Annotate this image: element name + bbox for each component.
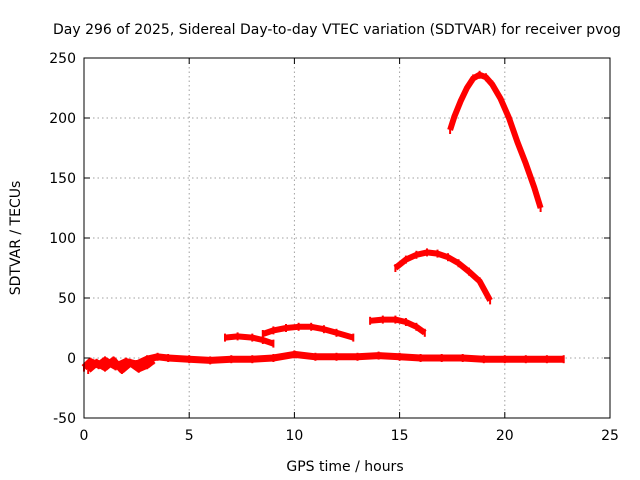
x-tick-label: 0 (80, 428, 89, 444)
x-tick-label: 15 (391, 428, 409, 444)
y-tick-label: 0 (67, 351, 76, 367)
grid (84, 58, 610, 418)
plot-frame (83, 57, 611, 419)
series-arc-2 (261, 323, 355, 341)
series-arc-1 (224, 333, 275, 347)
y-axis-title: SDTVAR / TECUs (8, 181, 24, 296)
x-tick-label: 5 (185, 428, 194, 444)
y-tick-label: 100 (49, 231, 76, 247)
y-tick-label: 200 (49, 111, 76, 127)
x-axis-title: GPS time / hours (286, 459, 403, 475)
y-tick-label: 50 (58, 291, 76, 307)
x-tick-label: 20 (496, 428, 514, 444)
chart-title: Day 296 of 2025, Sidereal Day-to-day VTE… (53, 22, 621, 38)
x-tick-label: 10 (285, 428, 303, 444)
y-tick-label: 150 (49, 171, 76, 187)
data-series (81, 70, 565, 374)
series-arc-3 (369, 316, 427, 336)
series-baseline (81, 350, 564, 371)
y-tick-label: 250 (49, 51, 76, 67)
series-arc-4 (393, 249, 493, 302)
series-arc-5 (447, 71, 544, 209)
y-tick-label: -50 (53, 411, 76, 427)
x-tick-label: 25 (601, 428, 619, 444)
